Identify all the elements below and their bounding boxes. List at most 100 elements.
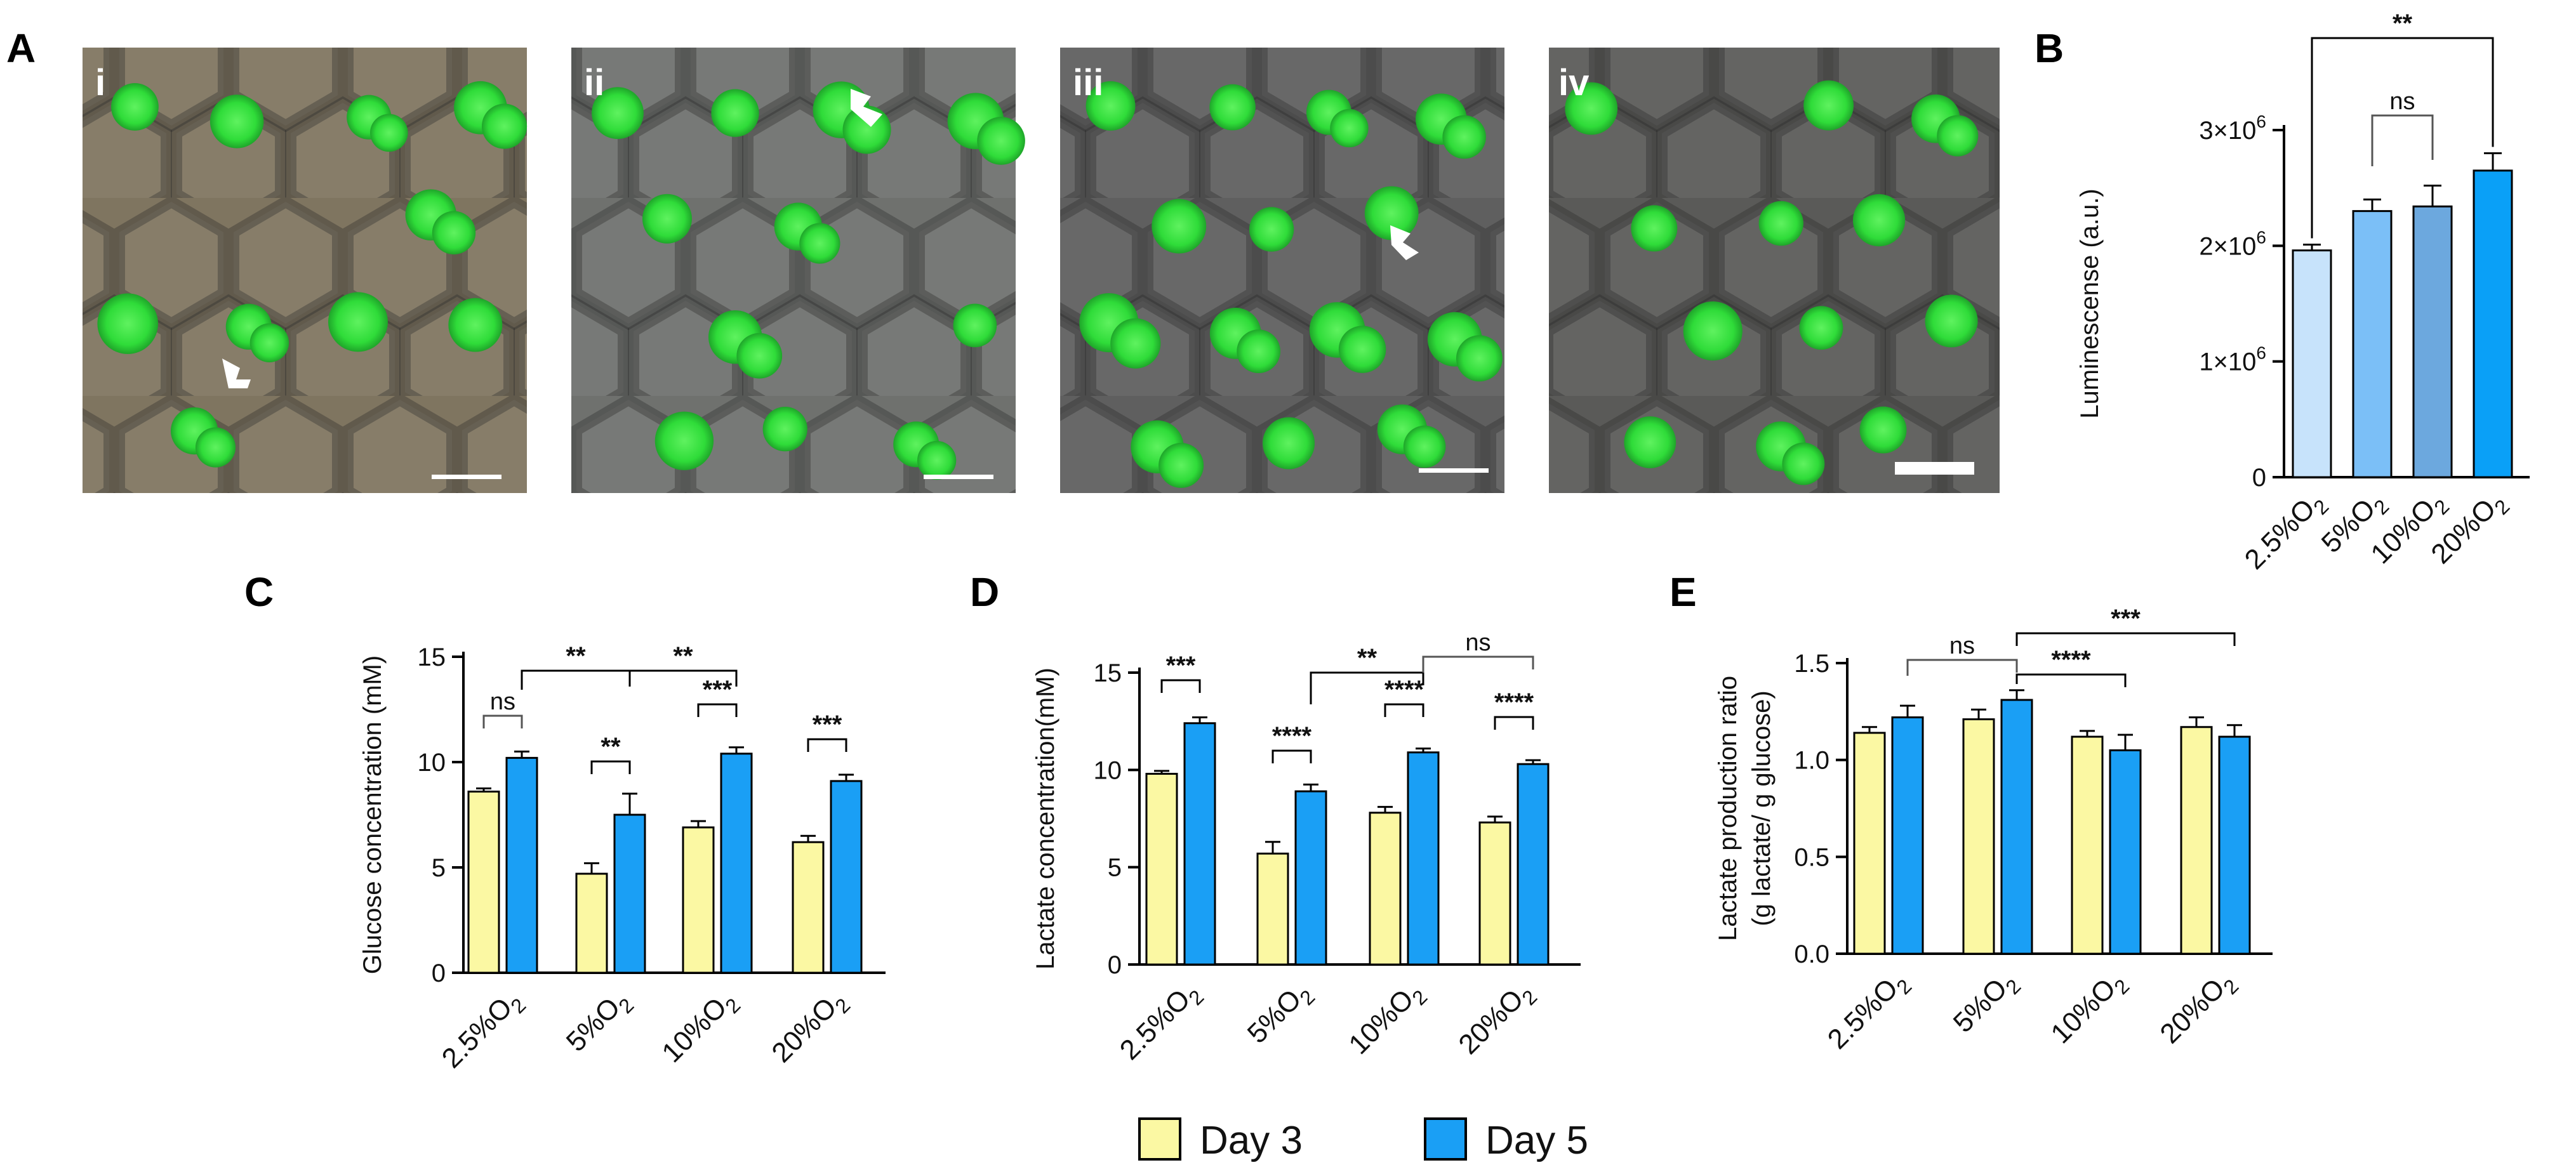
spheroid — [799, 223, 840, 264]
subscript: 2 — [1184, 985, 1208, 1010]
spheroid — [1209, 84, 1256, 131]
panel-label-c: C — [244, 569, 274, 615]
significance-bracket — [1271, 749, 1312, 763]
spheroid — [1403, 425, 1446, 468]
y-axis-label: Lactate concentration(mM) — [1032, 668, 1059, 970]
bar-day3 — [1145, 772, 1178, 966]
spheroid — [1338, 326, 1386, 373]
spheroid — [328, 292, 388, 352]
legend: Day 3 Day 5 — [1138, 1117, 1588, 1162]
bar — [2412, 205, 2453, 478]
x-tick-label: 20%O2 — [2154, 965, 2243, 1053]
spheroid — [977, 117, 1025, 165]
significance-label: *** — [1166, 652, 1196, 680]
significance-label: **** — [1494, 688, 1534, 716]
legend-label-day3: Day 3 — [1200, 1119, 1303, 1162]
subscript: 2 — [830, 994, 854, 1018]
spheroid — [1237, 329, 1280, 373]
bar — [2473, 169, 2513, 478]
bar-day3 — [1962, 718, 1995, 955]
significance-label: ** — [2393, 10, 2413, 37]
bar-day5 — [1891, 716, 1924, 955]
significance-label: ** — [1357, 644, 1378, 672]
bar-day5 — [720, 753, 753, 974]
bar-day5 — [505, 756, 538, 974]
panel-label-b: B — [2035, 25, 2064, 71]
x-tick-label: 5%O2 — [1948, 965, 2026, 1043]
bar-day3 — [792, 841, 825, 974]
significance-bracket — [1494, 716, 1534, 730]
micrograph-iii: iii — [1060, 48, 1504, 493]
significance-bracket — [2015, 673, 2127, 687]
bar-day5 — [1517, 763, 1550, 966]
spheroid — [209, 95, 264, 148]
chart-b-luminescence: 0 1×106 2×106 3×106 Luminescense (a.u.) 2.5%O… — [2076, 10, 2530, 579]
spheroid — [917, 440, 957, 480]
significance-bracket — [590, 760, 631, 774]
subscript: 2 — [1295, 985, 1319, 1010]
y-tick-label: 2×106 — [2199, 227, 2266, 260]
y-axis-label: Lactate production ratio — [1714, 676, 1742, 941]
spheroid — [1249, 207, 1294, 252]
significance-bracket — [1384, 703, 1424, 717]
spheroid — [1683, 301, 1743, 361]
spheroid — [1565, 82, 1618, 135]
spheroid — [432, 211, 476, 254]
x-tick-label: 2.5%O2 — [1114, 975, 1209, 1070]
y-tick-label: 0 — [1108, 951, 1122, 979]
legend-label-day5: Day 5 — [1485, 1119, 1588, 1162]
bar-day5 — [1183, 722, 1216, 966]
spheroid — [736, 333, 783, 379]
significance-label: ns — [490, 688, 515, 715]
spheroid — [481, 103, 528, 149]
spheroid — [953, 303, 997, 348]
spheroid — [711, 89, 759, 137]
micrograph-label: iv — [1558, 62, 1589, 103]
subscript: 2 — [720, 994, 745, 1018]
scale-bar — [1895, 462, 1974, 475]
significance-label: *** — [703, 676, 733, 704]
spheroid — [448, 298, 503, 352]
spheroid — [1925, 294, 1978, 348]
significance-bracket — [807, 738, 847, 752]
y-tick-exponent: 6 — [2256, 112, 2266, 131]
spheroid — [1159, 442, 1204, 488]
significance-label: ns — [1949, 633, 1975, 659]
spheroid — [370, 114, 408, 152]
chart-e-lactate-ratio: 0.0 0.5 1.0 1.5 Lactate production ratio (g l… — [1714, 605, 2273, 1059]
spheroid — [1859, 406, 1907, 454]
x-tick-label: 20%O2 — [1452, 975, 1541, 1064]
y-tick-label: 5 — [1108, 854, 1122, 882]
subscript: 2 — [2109, 975, 2134, 999]
bar-day5 — [2218, 735, 2251, 955]
x-tick-label: 2.5%O2 — [2239, 485, 2334, 579]
bar-day5 — [2000, 699, 2033, 955]
spheroid — [1442, 115, 1486, 159]
x-tick-label: 10%O2 — [1343, 975, 1431, 1064]
y-tick-label: 0 — [2252, 464, 2266, 492]
significance-label: **** — [1384, 676, 1424, 704]
y-axis-label: Luminescense (a.u.) — [2076, 188, 2104, 418]
significance-label: ** — [566, 642, 586, 670]
x-tick-label: 20%O2 — [766, 984, 854, 1072]
subscript: 2 — [2309, 495, 2333, 519]
y-tick-exponent: 6 — [2256, 227, 2266, 247]
spheroid — [1782, 442, 1825, 485]
significance-label: ** — [673, 642, 693, 670]
bar-day5 — [1407, 751, 1440, 966]
spheroid — [1262, 417, 1315, 470]
y-tick-label: 10 — [418, 749, 446, 777]
subscript: 2 — [506, 994, 530, 1018]
arrow-icon — [1390, 225, 1419, 260]
spheroid — [1937, 115, 1979, 157]
spheroid — [1110, 318, 1161, 369]
y-axis-label-2: (g lactate/ g glucose) — [1748, 690, 1776, 926]
bar-day3 — [2180, 726, 2213, 955]
spheroid — [1758, 201, 1803, 246]
y-tick-label: 0 — [432, 959, 446, 987]
spheroid — [195, 427, 236, 468]
micrograph-label: iii — [1073, 62, 1103, 103]
y-tick-label: 15 — [1094, 659, 1122, 687]
significance-bracket — [628, 669, 738, 687]
